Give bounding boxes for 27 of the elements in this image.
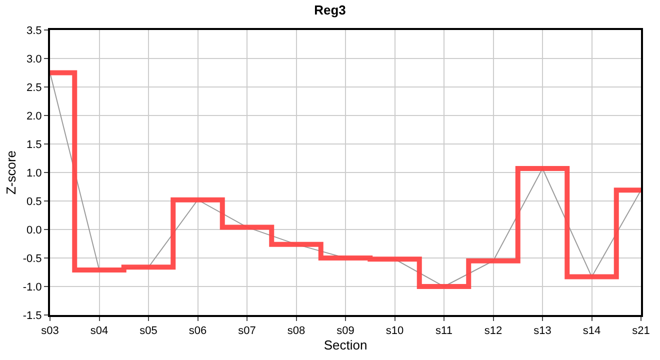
y-tick-label: 2.5 <box>26 82 42 94</box>
y-tick-label: -1.0 <box>22 281 42 294</box>
x-tick-label: s13 <box>534 325 552 338</box>
y-tick-label: 3.0 <box>26 53 42 66</box>
x-tick-label: s08 <box>287 325 306 338</box>
y-tick-label: 1.0 <box>26 167 42 180</box>
x-tick-label: s11 <box>436 325 452 338</box>
chart-title: Reg3 <box>314 2 346 18</box>
y-tick-label: 0.0 <box>26 224 42 236</box>
y-tick-label: -1.5 <box>22 310 42 322</box>
x-tick-label: s04 <box>90 325 108 338</box>
y-tick-label: 0.5 <box>26 196 42 208</box>
y-axis-title: Z-score <box>3 150 18 195</box>
x-tick-label: s10 <box>386 325 404 338</box>
y-tick-label: -0.5 <box>22 252 42 265</box>
x-tick-label: s06 <box>188 325 207 338</box>
x-tick-label: s21 <box>632 325 650 338</box>
y-tick-label: 3.5 <box>26 24 42 37</box>
x-tick-label: s07 <box>238 325 256 338</box>
x-tick-label: s05 <box>140 325 158 338</box>
y-tick-label: 1.5 <box>26 138 42 151</box>
y-tick-label: 2.0 <box>26 110 42 122</box>
x-tick-label: s09 <box>336 325 354 338</box>
x-tick-label: s12 <box>484 325 502 338</box>
x-axis-title: Section <box>324 337 368 352</box>
x-tick-label: s14 <box>582 325 601 338</box>
x-tick-label: s03 <box>41 325 59 338</box>
